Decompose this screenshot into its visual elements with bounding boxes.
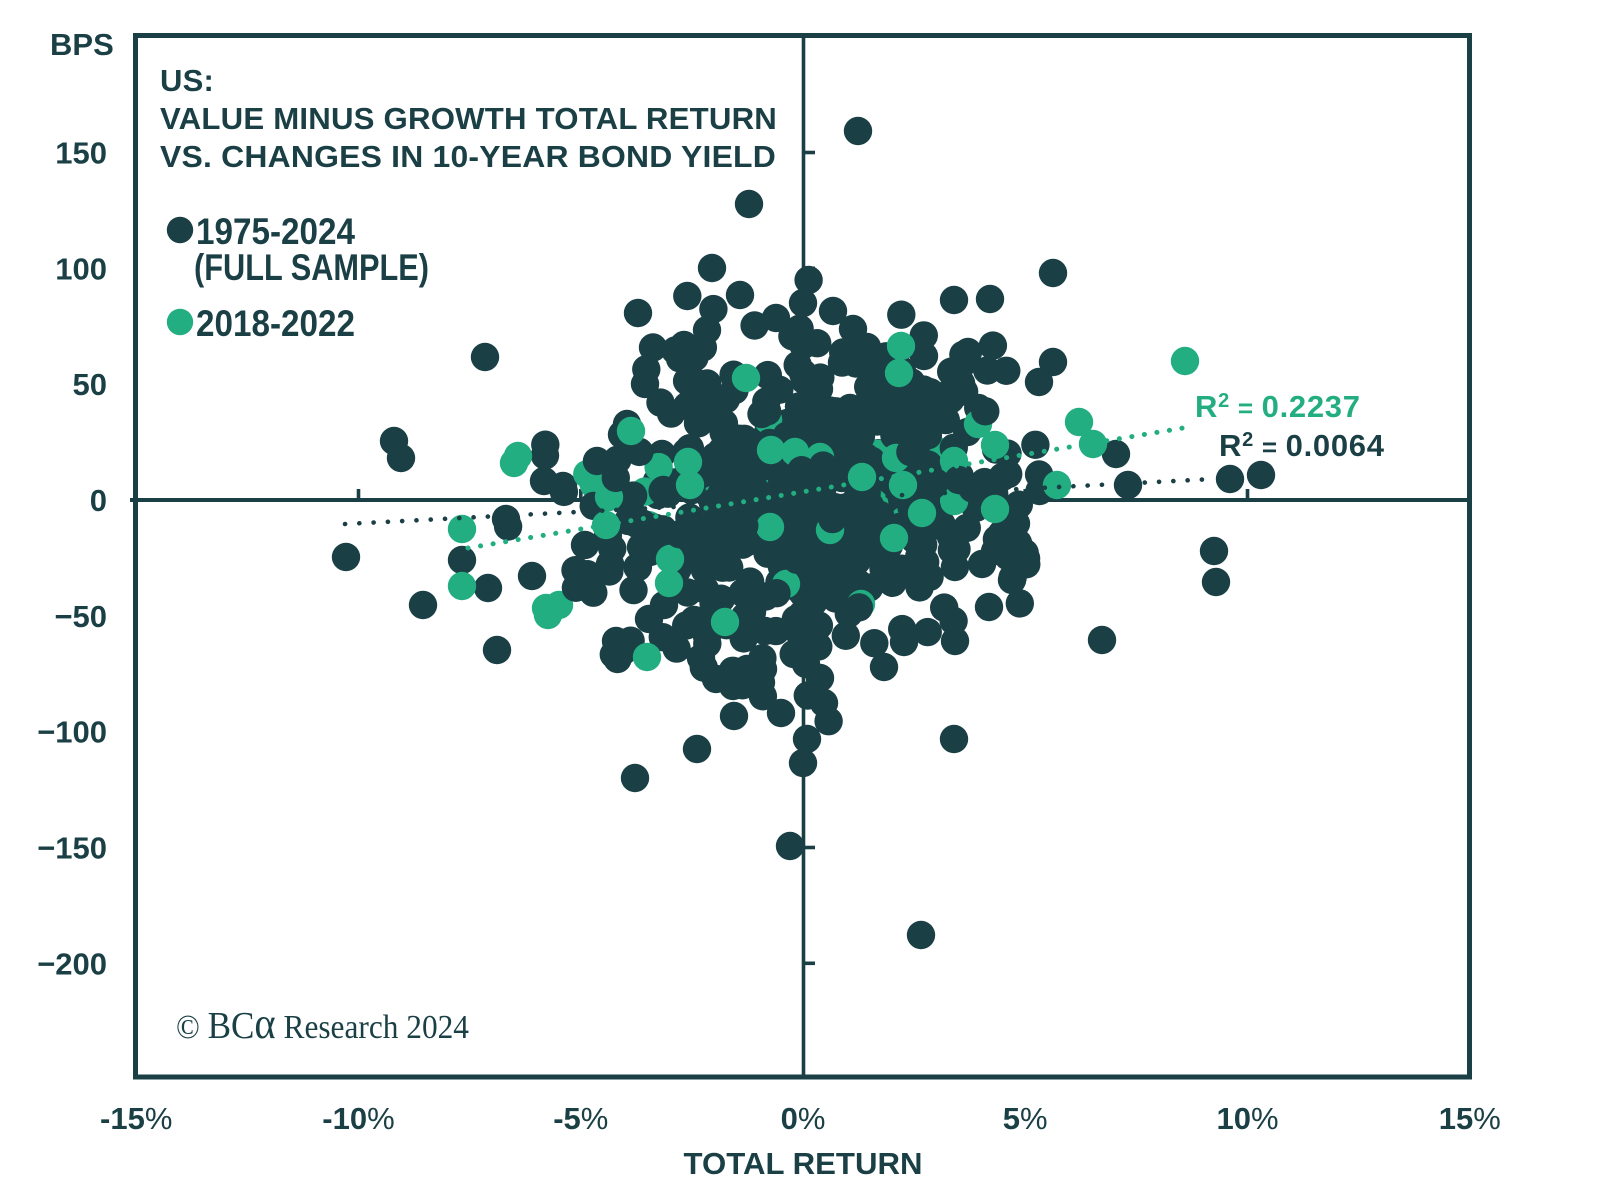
svg-text:−50: −50 <box>54 599 107 634</box>
svg-text:10%: 10% <box>1216 1101 1278 1136</box>
svg-text:(FULL SAMPLE): (FULL SAMPLE) <box>194 247 429 288</box>
svg-text:R2 = 0.0064: R2 = 0.0064 <box>1219 428 1385 463</box>
svg-text:BPS: BPS <box>50 27 114 62</box>
svg-text:-15%: -15% <box>100 1101 172 1136</box>
svg-text:5%: 5% <box>1003 1101 1048 1136</box>
svg-text:150: 150 <box>55 136 107 171</box>
svg-text:1975-2024: 1975-2024 <box>196 211 355 252</box>
svg-text:VS. CHANGES IN 10-YEAR BOND YI: VS. CHANGES IN 10-YEAR BOND YIELD <box>160 139 776 174</box>
svg-text:-5%: -5% <box>553 1101 608 1136</box>
svg-text:−200: −200 <box>37 946 107 981</box>
svg-text:R2 = 0.2237: R2 = 0.2237 <box>1195 389 1361 424</box>
svg-text:US:: US: <box>160 63 214 98</box>
svg-text:2018-2022: 2018-2022 <box>196 303 355 344</box>
svg-text:50: 50 <box>73 367 107 402</box>
svg-text:100: 100 <box>55 251 107 286</box>
svg-text:-10%: -10% <box>322 1101 394 1136</box>
svg-text:0%: 0% <box>781 1101 826 1136</box>
svg-text:−150: −150 <box>37 831 107 866</box>
svg-text:−100: −100 <box>37 715 107 750</box>
svg-text:VALUE MINUS GROWTH TOTAL RETUR: VALUE MINUS GROWTH TOTAL RETURN <box>160 101 777 136</box>
svg-text:0: 0 <box>90 483 107 518</box>
svg-text:TOTAL RETURN: TOTAL RETURN <box>684 1146 923 1181</box>
svg-text:15%: 15% <box>1439 1101 1501 1136</box>
